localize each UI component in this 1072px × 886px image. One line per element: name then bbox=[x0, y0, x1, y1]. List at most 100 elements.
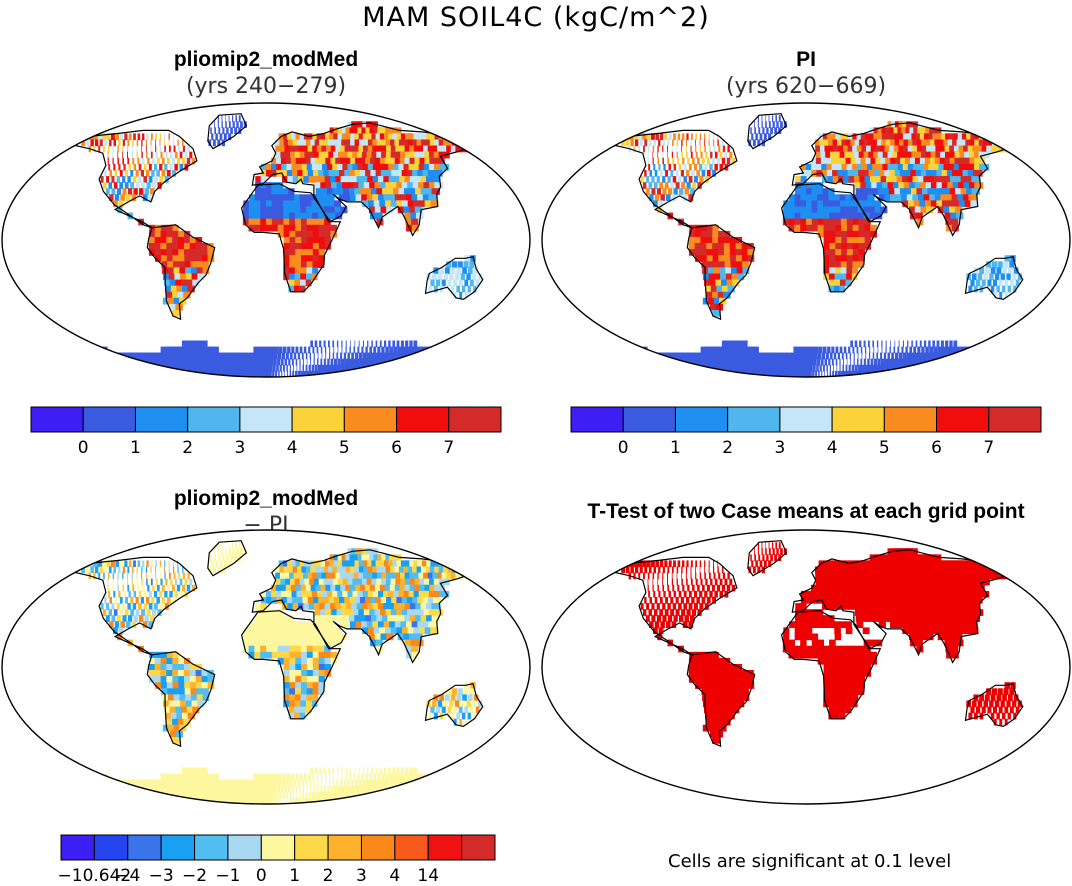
grid-cell bbox=[666, 194, 671, 201]
grid-cell bbox=[428, 194, 437, 201]
grid-cell bbox=[718, 657, 725, 665]
grid-cell bbox=[712, 170, 716, 177]
grid-cell bbox=[354, 597, 363, 604]
grid-cell bbox=[475, 279, 480, 287]
grid-cell bbox=[160, 224, 167, 232]
grid-cell bbox=[212, 139, 216, 147]
grid-cell bbox=[800, 188, 807, 195]
grid-cell bbox=[768, 115, 770, 122]
grid-cell bbox=[834, 627, 841, 635]
grid-cell bbox=[633, 572, 636, 580]
grid-cell bbox=[846, 590, 854, 598]
grid-cell bbox=[680, 597, 684, 604]
grid-cell bbox=[690, 560, 693, 568]
grid-cell bbox=[301, 237, 308, 244]
grid-cell bbox=[178, 230, 185, 238]
grid-cell bbox=[794, 206, 801, 214]
grid-cell bbox=[372, 364, 383, 372]
grid-cell bbox=[968, 194, 977, 201]
grid-cell bbox=[847, 657, 854, 665]
grid-cell bbox=[336, 767, 339, 775]
grid-cell bbox=[664, 560, 668, 568]
grid-cell bbox=[341, 566, 350, 574]
grid-cell bbox=[880, 603, 888, 610]
grid-cell bbox=[97, 560, 103, 568]
grid-cell bbox=[829, 352, 833, 360]
grid-cell bbox=[274, 566, 281, 574]
grid-cell bbox=[122, 572, 124, 580]
grid-cell bbox=[385, 200, 393, 208]
grid-cell bbox=[286, 364, 288, 372]
grid-cell bbox=[262, 358, 267, 366]
grid-cell bbox=[299, 712, 306, 720]
grid-cell bbox=[277, 230, 285, 238]
grid-cell bbox=[881, 340, 883, 348]
grid-cell bbox=[146, 560, 149, 568]
grid-cell bbox=[922, 188, 930, 195]
grid-cell bbox=[453, 718, 457, 726]
grid-cell bbox=[350, 194, 358, 201]
grid-cell bbox=[875, 584, 883, 592]
grid-cell bbox=[291, 785, 294, 793]
grid-cell bbox=[328, 200, 336, 208]
grid-cell bbox=[415, 603, 425, 610]
grid-cell bbox=[313, 597, 320, 604]
grid-cell bbox=[131, 145, 133, 153]
grid-cell bbox=[456, 694, 462, 702]
grid-cell bbox=[105, 188, 110, 195]
grid-cell bbox=[826, 163, 833, 171]
grid-cell bbox=[774, 127, 778, 135]
grid-cell bbox=[128, 370, 152, 377]
grid-cell bbox=[191, 267, 198, 275]
grid-cell bbox=[903, 572, 912, 580]
grid-cell bbox=[289, 243, 296, 250]
grid-cell bbox=[288, 200, 296, 208]
grid-cell bbox=[971, 615, 981, 622]
grid-cell bbox=[164, 590, 168, 598]
grid-cell bbox=[357, 797, 371, 804]
grid-cell bbox=[390, 200, 399, 208]
grid-cell bbox=[940, 621, 949, 628]
grid-cell bbox=[314, 364, 318, 372]
grid-cell bbox=[295, 651, 302, 659]
grid-cell bbox=[317, 364, 321, 372]
grid-cell bbox=[172, 718, 180, 726]
grid-cell bbox=[335, 584, 343, 592]
grid-cell bbox=[112, 145, 115, 153]
grid-cell bbox=[271, 627, 279, 635]
grid-cell bbox=[432, 779, 442, 787]
grid-cell bbox=[894, 340, 896, 348]
grid-cell bbox=[355, 352, 359, 360]
grid-cell bbox=[916, 578, 926, 586]
grid-cell bbox=[401, 170, 411, 177]
grid-cell bbox=[187, 145, 190, 153]
grid-cell bbox=[621, 139, 626, 147]
grid-cell bbox=[366, 151, 376, 159]
grid-cell bbox=[260, 194, 267, 201]
grid-cell bbox=[317, 785, 319, 793]
grid-cell bbox=[993, 291, 997, 299]
grid-cell bbox=[160, 682, 168, 689]
grid-cell bbox=[189, 664, 197, 671]
grid-cell bbox=[840, 212, 848, 220]
grid-cell bbox=[828, 194, 835, 201]
grid-cell bbox=[151, 182, 157, 189]
grid-cell bbox=[727, 572, 730, 580]
grid-cell bbox=[706, 682, 714, 689]
grid-cell bbox=[757, 566, 761, 574]
grid-cell bbox=[862, 163, 870, 171]
grid-cell bbox=[712, 310, 721, 317]
grid-cell bbox=[934, 621, 943, 628]
grid-cell bbox=[344, 370, 355, 377]
grid-cell bbox=[222, 779, 230, 787]
grid-cell bbox=[648, 163, 651, 171]
coastline-southAmerica bbox=[686, 224, 756, 321]
grid-cell bbox=[856, 560, 865, 568]
grid-cell bbox=[682, 621, 688, 628]
grid-cell bbox=[884, 370, 895, 377]
grid-cell bbox=[670, 170, 674, 177]
grid-cell bbox=[659, 597, 663, 604]
grid-cell bbox=[992, 139, 1006, 147]
grid-cell bbox=[161, 170, 166, 177]
grid-cell bbox=[811, 609, 818, 616]
